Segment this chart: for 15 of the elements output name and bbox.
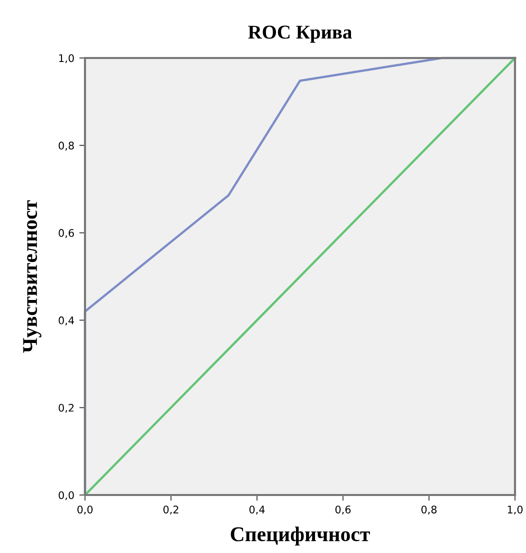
y-tick-label: 0,4 xyxy=(58,316,74,326)
y-tick-label: 0,0 xyxy=(58,491,74,500)
y-tick-label: 1,0 xyxy=(59,54,74,64)
x-tick-label: 0,8 xyxy=(421,506,437,515)
y-tick-label: 0,8 xyxy=(58,142,74,151)
x-tick-label: 0,0 xyxy=(77,506,93,515)
y-tick-label: 0,2 xyxy=(58,404,74,413)
x-axis-title: Специфичност xyxy=(230,526,370,546)
y-tick-label: 0,6 xyxy=(58,229,74,238)
x-tick-label: 0,2 xyxy=(163,506,178,515)
x-tick-label: 0,6 xyxy=(335,506,351,515)
y-axis-title: Чувствителност xyxy=(23,200,42,353)
x-tick-label: 0,4 xyxy=(249,506,265,515)
x-tick-label: 1,0 xyxy=(508,506,523,515)
chart-title: ROC Крива xyxy=(248,26,352,43)
